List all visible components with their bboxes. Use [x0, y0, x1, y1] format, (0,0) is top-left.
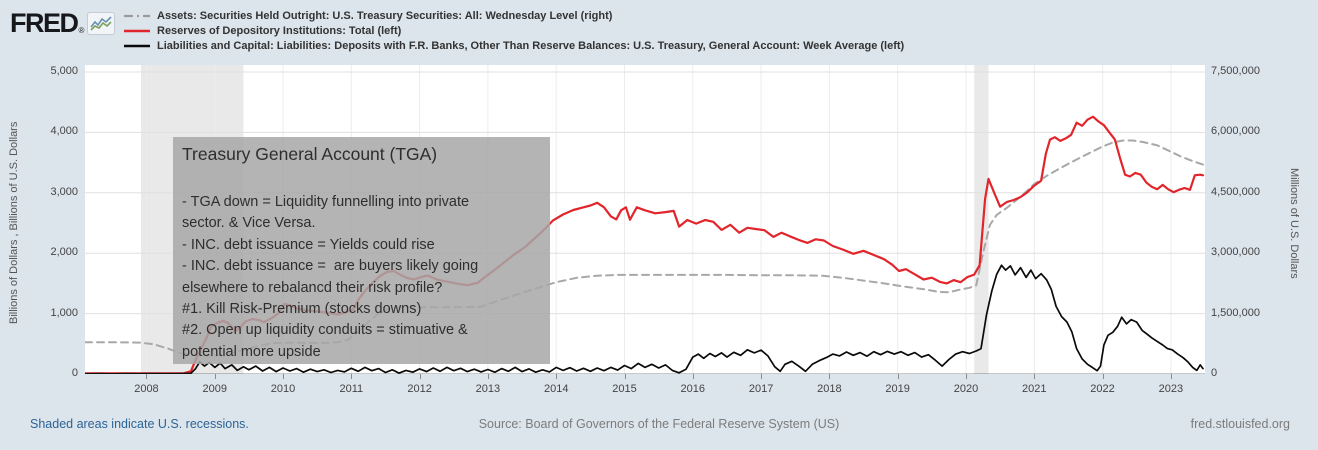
- x-axis-tick-mark: [146, 374, 148, 379]
- x-axis-year-label: 2023: [1158, 383, 1184, 395]
- right-axis-tick-label: 6,000,000: [1211, 125, 1260, 138]
- x-axis-year-label: 2018: [817, 383, 842, 395]
- x-axis-year-label: 2021: [1022, 383, 1047, 395]
- fred-logo-registered-mark: ®: [78, 26, 85, 35]
- x-axis-tick-mark: [487, 374, 489, 379]
- right-axis-tick-label: 1,500,000: [1211, 306, 1260, 319]
- x-axis-tick-mark: [214, 374, 216, 379]
- annotation-line: #2. Open up liquidity conduits = stimuat…: [182, 322, 468, 339]
- right-axis-tick-label: 0: [1211, 367, 1218, 379]
- x-axis-year-label: 2009: [202, 383, 227, 395]
- annotation-line: - INC. debt issuance = Yields could rise: [182, 236, 435, 253]
- left-axis-tick-label: 5,000: [50, 65, 78, 77]
- x-axis-tick-mark: [1170, 374, 1172, 379]
- annotation-line: sector. & Vice Versa.: [182, 215, 316, 232]
- x-axis-tick-mark: [965, 374, 967, 379]
- x-axis-year-label: 2013: [475, 383, 501, 395]
- x-axis-year-label: 2017: [748, 383, 774, 395]
- annotation-title: Treasury General Account (TGA): [182, 144, 438, 164]
- annotation-line: - INC. debt issuance = are buyers likely…: [182, 258, 479, 275]
- x-axis-tick-mark: [1034, 374, 1036, 379]
- x-axis-year-label: 2011: [339, 383, 364, 395]
- annotation-line: - TGA down = Liquidity funnelling into p…: [182, 194, 470, 210]
- dashed-line-swatch-icon: [124, 14, 150, 18]
- right-axis-tick-label: 3,000,000: [1211, 246, 1260, 259]
- plot-area[interactable]: Treasury General Account (TGA) - TGA dow…: [85, 65, 1205, 374]
- annotation-line: elsewhere to rebalancd their risk profil…: [182, 279, 443, 296]
- fred-site-link[interactable]: fred.stlouisfed.org: [1190, 417, 1290, 431]
- recessions-note-link[interactable]: Shaded areas indicate U.S. recessions.: [30, 417, 249, 431]
- x-axis-year-label: 2020: [953, 383, 979, 395]
- legend-label: Reserves of Depository Institutions: Tot…: [157, 25, 402, 37]
- x-axis-year-label: 2012: [407, 383, 432, 395]
- tga-annotation-box: Treasury General Account (TGA) - TGA dow…: [173, 137, 550, 364]
- x-axis-year-label: 2015: [612, 383, 637, 395]
- x-axis-tick-mark: [761, 374, 763, 379]
- x-axis-tick-mark: [624, 374, 626, 379]
- legend-item-tga: Liabilities and Capital: Liabilities: De…: [124, 39, 904, 53]
- right-axis-title: Millions of U.S. Dollars: [1288, 167, 1300, 279]
- legend-item-treasury-securities: Assets: Securities Held Outright: U.S. T…: [124, 9, 904, 23]
- annotation-line: potential more upside: [182, 343, 321, 360]
- legend-label: Assets: Securities Held Outright: U.S. T…: [157, 10, 613, 22]
- x-axis-year-label: 2022: [1090, 383, 1115, 395]
- left-axis-tick-label: 0: [71, 367, 78, 379]
- annotation-body: - TGA down = Liquidity funnelling into p…: [182, 192, 541, 363]
- x-axis-tick-mark: [692, 374, 694, 379]
- fred-logo-chart-icon: [87, 12, 116, 35]
- left-axis-tick-label: 3,000: [50, 185, 78, 198]
- x-axis-tick-mark: [351, 374, 353, 379]
- x-axis-year-label: 2014: [543, 383, 569, 395]
- x-axis-tick-mark: [556, 374, 558, 379]
- recession-band: [974, 65, 989, 374]
- fred-logo[interactable]: FRED ®: [10, 8, 116, 39]
- fred-logo-text: FRED: [10, 8, 79, 38]
- left-axis-tick-label: 2,000: [50, 246, 78, 259]
- x-axis-tick-mark: [829, 374, 831, 379]
- x-axis-year-label: 2010: [270, 383, 296, 395]
- legend-item-reserves: Reserves of Depository Institutions: Tot…: [124, 24, 904, 38]
- x-axis-tick-mark: [283, 374, 285, 379]
- chart-legend: Assets: Securities Held Outright: U.S. T…: [124, 9, 904, 54]
- left-axis-title: Billions of Dollars , Billions of U.S. D…: [8, 121, 20, 325]
- x-axis-tick-mark: [419, 374, 421, 379]
- legend-label: Liabilities and Capital: Liabilities: De…: [157, 40, 905, 52]
- x-axis-year-label: 2016: [680, 383, 706, 395]
- right-axis-tick-label: 7,500,000: [1211, 65, 1260, 77]
- annotation-line: #1. Kill Risk-Premium (stocks downs): [182, 301, 422, 318]
- left-axis-tick-label: 1,000: [50, 306, 78, 319]
- black-line-swatch-icon: [124, 44, 150, 48]
- red-line-swatch-icon: [124, 29, 150, 33]
- x-axis-tick-mark: [1102, 374, 1104, 379]
- series-tga: [85, 264, 1204, 374]
- x-axis-tick-mark: [897, 374, 899, 379]
- x-axis-year-label: 2008: [134, 383, 159, 395]
- x-axis-year-label: 2019: [885, 383, 910, 395]
- left-axis-tick-label: 4,000: [50, 125, 78, 138]
- right-axis-tick-label: 4,500,000: [1211, 185, 1260, 198]
